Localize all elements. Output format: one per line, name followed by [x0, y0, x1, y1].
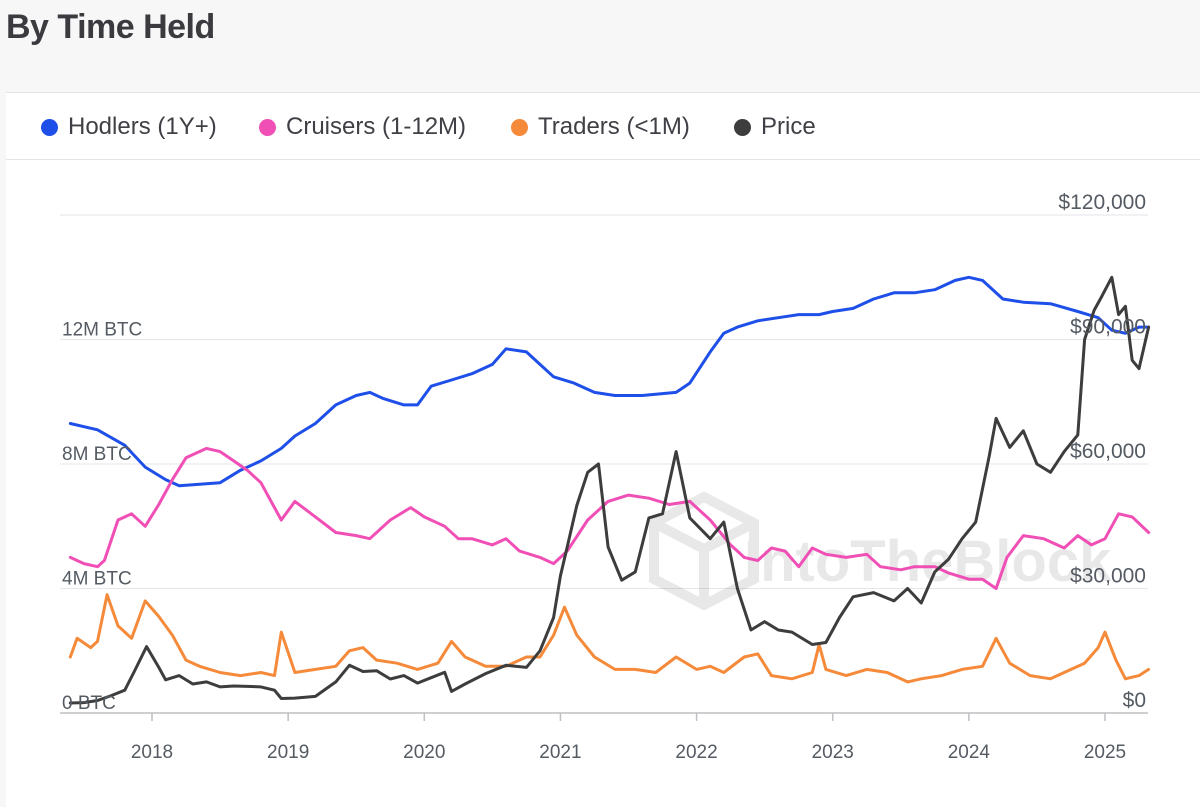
y-right-tick-label: $60,000	[1070, 440, 1146, 463]
legend-item-traders[interactable]: Traders (<1M)	[511, 113, 690, 141]
y-left-tick-label: 4M BTC	[62, 569, 132, 590]
y-right-tick-label: $120,000	[1058, 191, 1146, 214]
x-tick-label: 2025	[1084, 742, 1126, 763]
legend-item-hodlers[interactable]: Hodlers (1Y+)	[41, 113, 217, 141]
page-header: By Time Held	[0, 0, 1200, 92]
y-right-tick-label: $0	[1123, 689, 1146, 712]
x-tick-label: 2022	[675, 742, 717, 763]
legend-item-cruisers[interactable]: Cruisers (1-12M)	[259, 113, 466, 141]
page-title: By Time Held	[6, 8, 215, 46]
x-tick-label: 2024	[948, 742, 991, 763]
legend-label-cruisers: Cruisers (1-12M)	[286, 113, 467, 140]
y-right-tick-label: $30,000	[1070, 565, 1146, 588]
series-line-traders	[68, 593, 1151, 684]
y-left-tick-label: 12M BTC	[62, 320, 142, 341]
series-line-price	[68, 275, 1151, 705]
legend-label-traders: Traders (<1M)	[538, 113, 690, 140]
legend-dot-traders	[511, 118, 528, 136]
legend-dot-cruisers	[259, 118, 276, 136]
y-right-tick-label: $90,000	[1070, 316, 1146, 339]
legend-item-price[interactable]: Price	[734, 113, 816, 141]
legend-label-hodlers: Hodlers (1Y+)	[68, 113, 217, 140]
legend-label-price: Price	[761, 113, 816, 140]
x-tick-label: 2018	[131, 742, 173, 763]
legend-dot-hodlers	[41, 118, 58, 136]
line-chart: IntoTheBlock 0 BTC 4M BTC 8M BTC 12M BTC $0 $3…	[60, 191, 1151, 763]
series-line-cruisers	[68, 446, 1151, 590]
watermark-text: IntoTheBlock	[744, 529, 1112, 594]
legend-dot-price	[734, 118, 751, 136]
chart-panel: Hodlers (1Y+) Cruisers (1-12M) Traders (…	[6, 92, 1200, 807]
watermark-logo-icon	[649, 491, 759, 611]
x-tick-label: 2019	[267, 742, 309, 763]
watermark: IntoTheBlock	[649, 491, 1112, 611]
x-tick-label: 2023	[812, 742, 854, 763]
x-tick-label: 2020	[403, 742, 445, 763]
y-left-tick-label: 8M BTC	[62, 444, 132, 465]
x-tick-label: 2021	[539, 742, 581, 763]
series-line-hodlers	[68, 275, 1151, 488]
chart-legend: Hodlers (1Y+) Cruisers (1-12M) Traders (…	[6, 93, 1200, 160]
y-left-tick-label: 0 BTC	[62, 693, 116, 714]
